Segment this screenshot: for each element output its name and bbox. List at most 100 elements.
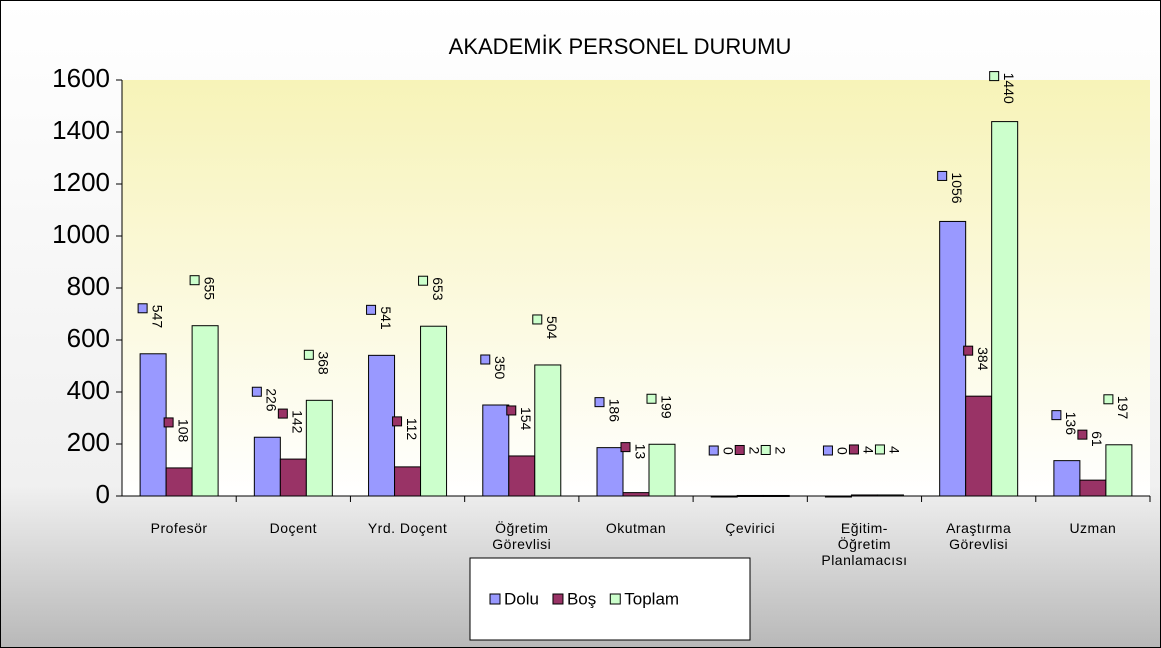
x-tick-label: Öğretim Görevlisi bbox=[492, 520, 552, 552]
label-key bbox=[418, 275, 429, 286]
label-key bbox=[963, 345, 974, 356]
data-label: 1056 bbox=[949, 172, 965, 203]
bar bbox=[139, 353, 167, 497]
bar bbox=[1079, 479, 1107, 497]
bar bbox=[648, 443, 676, 497]
x-tick-label: Okutman bbox=[605, 520, 667, 536]
bar bbox=[368, 354, 396, 497]
bar bbox=[850, 494, 878, 497]
chart-title: AKADEMİK PERSONEL DURUMU bbox=[449, 34, 792, 59]
x-tick-label: Araştırma Görevlisi bbox=[946, 520, 1012, 552]
data-label: 0 bbox=[835, 447, 851, 455]
y-tick-label: 1200 bbox=[52, 167, 110, 197]
label-key bbox=[506, 405, 517, 416]
label-key bbox=[303, 349, 314, 360]
data-label: 541 bbox=[378, 306, 394, 330]
legend-label: Boş bbox=[567, 589, 596, 608]
bar bbox=[279, 458, 307, 497]
legend-label: Dolu bbox=[504, 589, 539, 608]
data-label: 2 bbox=[747, 446, 763, 454]
x-tick-label: Profesör bbox=[150, 520, 208, 536]
y-tick-label: 600 bbox=[67, 323, 110, 353]
label-key bbox=[874, 444, 885, 455]
y-tick-label: 400 bbox=[67, 375, 110, 405]
data-label: 2 bbox=[773, 446, 789, 454]
bar bbox=[939, 220, 967, 497]
label-key bbox=[392, 416, 403, 427]
data-label: 136 bbox=[1063, 412, 1079, 436]
bar bbox=[508, 455, 536, 497]
bar bbox=[420, 325, 448, 497]
data-label: 1440 bbox=[1001, 73, 1017, 104]
bar bbox=[482, 404, 510, 497]
x-tick-label: Eğitim-Öğretim Planlamacısı bbox=[821, 520, 908, 568]
label-key bbox=[1051, 410, 1062, 421]
label-key bbox=[620, 442, 631, 453]
data-label: 504 bbox=[544, 316, 560, 340]
data-label: 154 bbox=[518, 407, 534, 431]
y-tick-label: 800 bbox=[67, 271, 110, 301]
bar bbox=[165, 467, 193, 497]
label-key bbox=[937, 170, 948, 181]
label-key bbox=[1103, 394, 1114, 405]
label-key bbox=[366, 304, 377, 315]
label-key bbox=[594, 397, 605, 408]
label-key bbox=[251, 386, 262, 397]
data-label: 384 bbox=[975, 347, 991, 371]
bar bbox=[1105, 444, 1133, 497]
label-key bbox=[480, 354, 491, 365]
data-label: 653 bbox=[430, 277, 446, 301]
label-key bbox=[708, 445, 719, 456]
label-key bbox=[137, 303, 148, 314]
label-key bbox=[989, 71, 1000, 82]
label-key bbox=[163, 417, 174, 428]
x-tick-label: Uzman bbox=[1069, 520, 1117, 536]
legend-swatch bbox=[552, 593, 564, 605]
y-tick-label: 1600 bbox=[52, 63, 110, 93]
label-key bbox=[1077, 429, 1088, 440]
data-label: 186 bbox=[606, 399, 622, 423]
x-tick-label: Çevirici bbox=[725, 520, 776, 536]
bar bbox=[824, 495, 852, 498]
bar bbox=[253, 436, 281, 497]
bar bbox=[876, 494, 904, 497]
label-key bbox=[734, 444, 745, 455]
y-tick-label: 0 bbox=[96, 479, 110, 509]
bar bbox=[534, 364, 562, 497]
y-tick-label: 1000 bbox=[52, 219, 110, 249]
bar bbox=[736, 494, 764, 497]
legend-swatch bbox=[489, 593, 501, 605]
label-key bbox=[760, 444, 771, 455]
data-label: 108 bbox=[175, 419, 191, 443]
label-key bbox=[646, 393, 657, 404]
bar bbox=[710, 495, 738, 498]
label-key bbox=[532, 314, 543, 325]
data-label: 199 bbox=[658, 395, 674, 419]
bar bbox=[394, 466, 422, 497]
data-label: 4 bbox=[887, 446, 903, 454]
label-key bbox=[189, 275, 200, 286]
legend-swatch bbox=[609, 593, 621, 605]
data-label: 142 bbox=[290, 410, 306, 434]
data-label: 226 bbox=[264, 388, 280, 412]
bar bbox=[596, 447, 624, 497]
bar bbox=[991, 121, 1019, 497]
data-label: 368 bbox=[316, 351, 332, 375]
data-label: 197 bbox=[1115, 396, 1131, 420]
data-label: 13 bbox=[632, 444, 648, 460]
x-tick-label: Doçent bbox=[269, 520, 317, 536]
y-tick-label: 200 bbox=[67, 427, 110, 457]
label-key bbox=[277, 408, 288, 419]
bar bbox=[305, 399, 333, 497]
y-tick-label: 1400 bbox=[52, 115, 110, 145]
data-label: 4 bbox=[861, 446, 877, 454]
data-label: 547 bbox=[149, 305, 165, 329]
bar bbox=[1053, 460, 1081, 497]
bar bbox=[965, 395, 993, 497]
data-label: 112 bbox=[404, 418, 420, 441]
bar bbox=[191, 325, 219, 497]
data-label: 61 bbox=[1089, 431, 1105, 447]
data-label: 655 bbox=[201, 277, 217, 301]
